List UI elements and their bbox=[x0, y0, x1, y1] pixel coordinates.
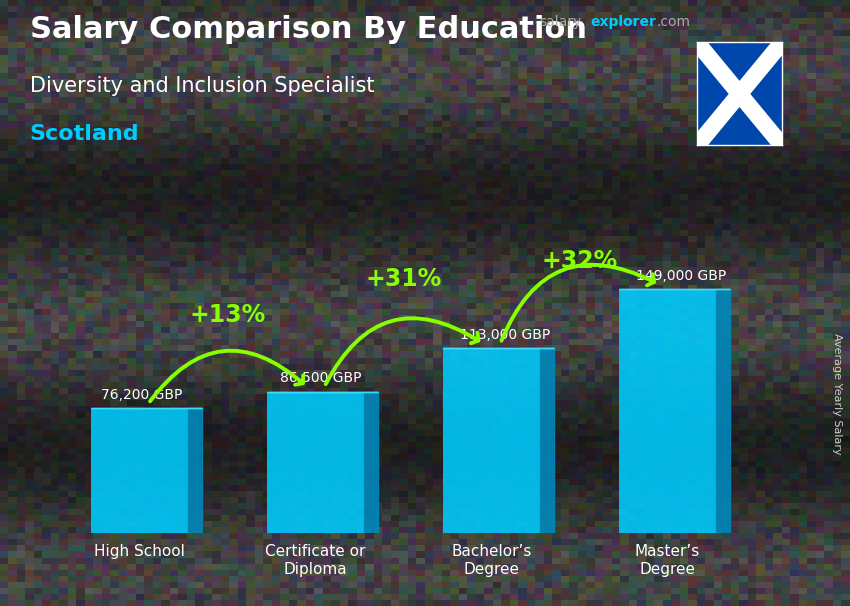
Text: explorer: explorer bbox=[591, 15, 656, 29]
Polygon shape bbox=[540, 348, 554, 533]
Text: 86,500 GBP: 86,500 GBP bbox=[280, 371, 362, 385]
Text: salary: salary bbox=[540, 15, 582, 29]
Text: +32%: +32% bbox=[541, 248, 618, 273]
Text: 149,000 GBP: 149,000 GBP bbox=[636, 268, 726, 282]
Text: +31%: +31% bbox=[366, 267, 442, 291]
Text: Scotland: Scotland bbox=[30, 124, 139, 144]
Bar bbox=[267, 391, 364, 533]
Polygon shape bbox=[716, 289, 730, 533]
Bar bbox=[443, 348, 540, 533]
Bar bbox=[91, 408, 188, 533]
Text: +13%: +13% bbox=[190, 303, 266, 327]
Text: 76,200 GBP: 76,200 GBP bbox=[101, 388, 182, 402]
Text: .com: .com bbox=[656, 15, 690, 29]
Text: Average Yearly Salary: Average Yearly Salary bbox=[832, 333, 842, 454]
Text: 113,000 GBP: 113,000 GBP bbox=[460, 328, 550, 342]
Polygon shape bbox=[188, 408, 202, 533]
Text: Diversity and Inclusion Specialist: Diversity and Inclusion Specialist bbox=[30, 76, 374, 96]
Text: Salary Comparison By Education: Salary Comparison By Education bbox=[30, 15, 586, 44]
Bar bbox=[619, 289, 716, 533]
Polygon shape bbox=[364, 391, 378, 533]
